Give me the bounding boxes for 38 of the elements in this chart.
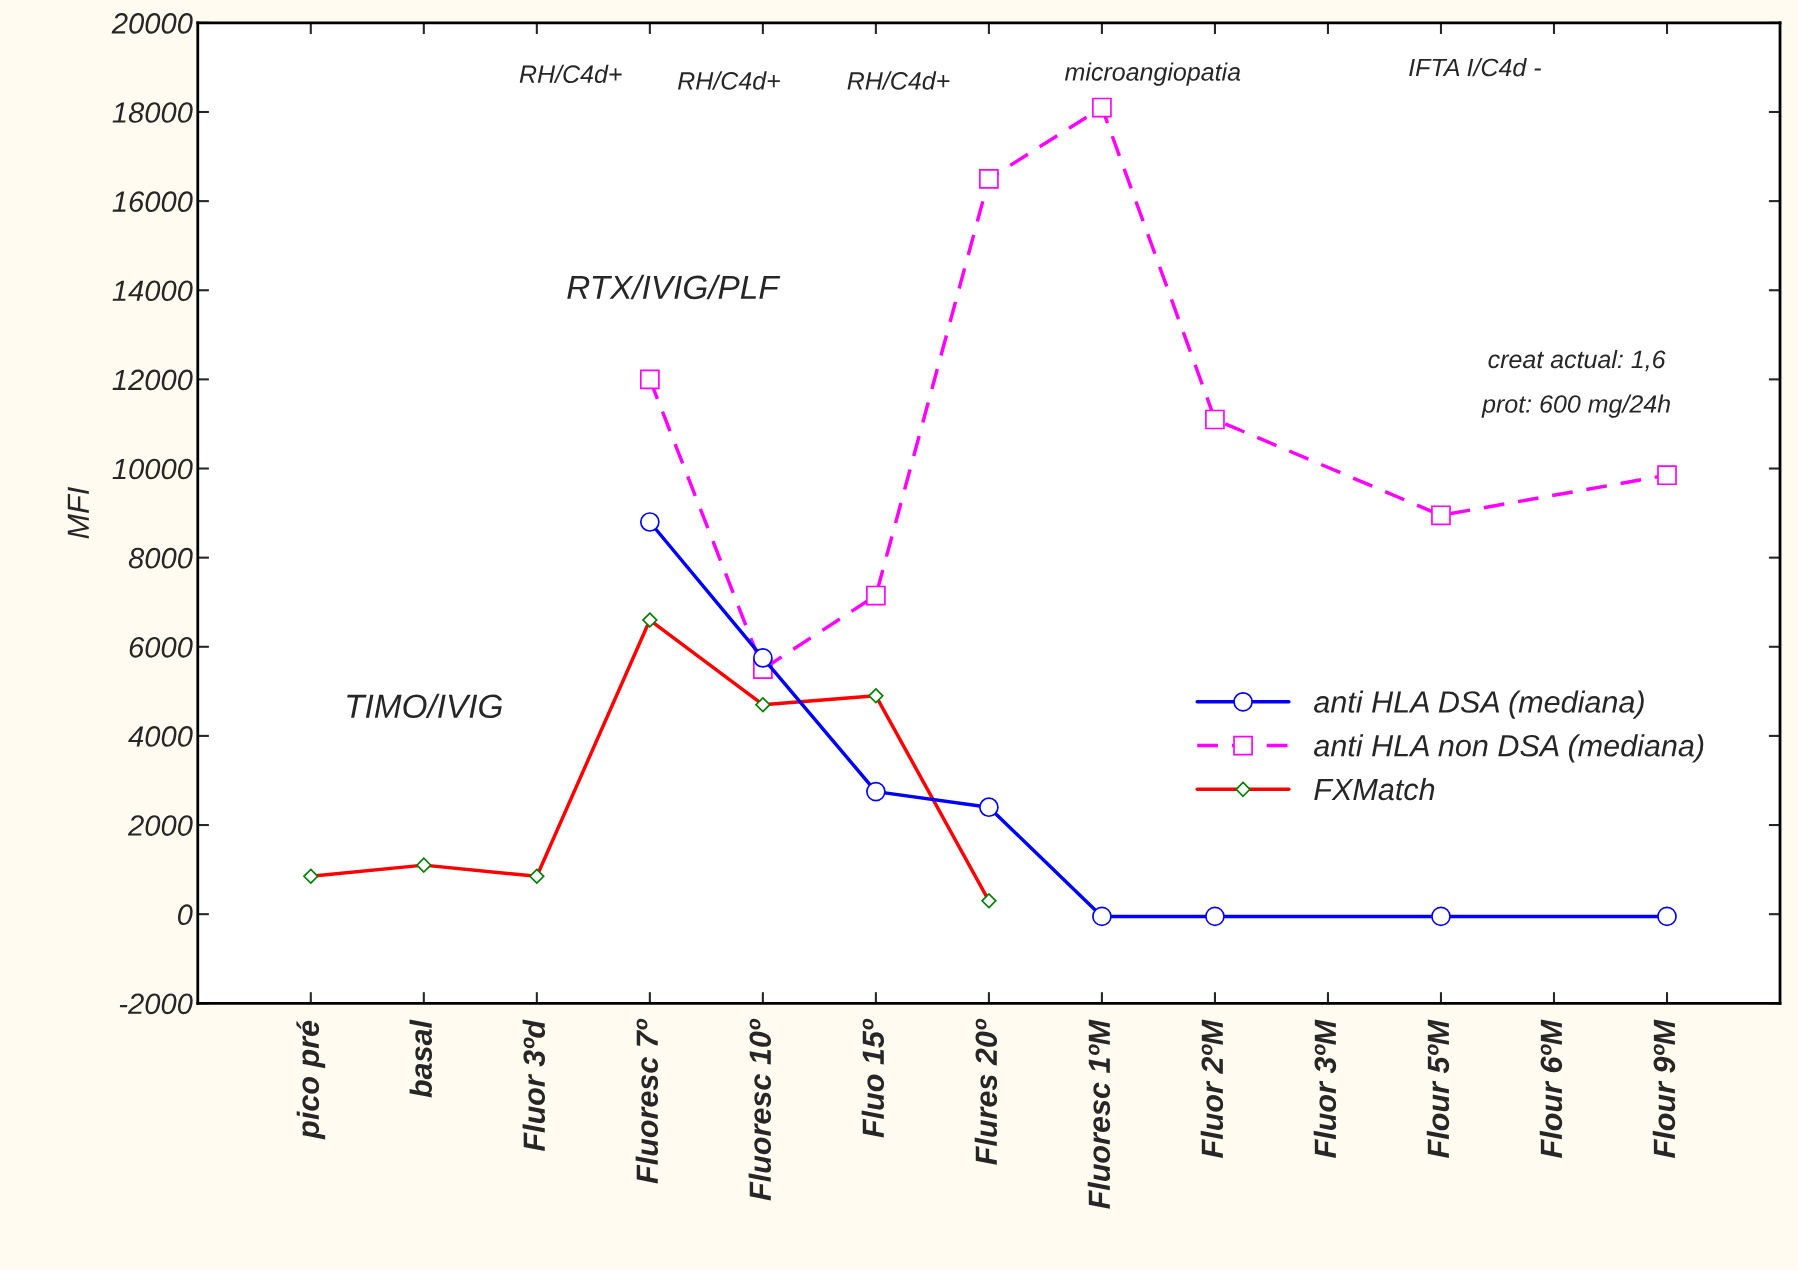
annotation: RH/C4d+: [519, 64, 622, 84]
x-tick-label: Fluor 3ºM: [1313, 1019, 1337, 1158]
annotation: TIMO/IVIG: [347, 693, 503, 719]
y-tick-label: 10000: [112, 458, 193, 480]
x-tick-label: Flures 20º: [974, 1018, 998, 1165]
y-tick-label: 12000: [112, 369, 193, 391]
x-tick-label: Fluo 15º: [861, 1018, 885, 1138]
x-tick-label: Fluoresc 10º: [748, 1018, 772, 1201]
y-tick-label: 18000: [112, 102, 193, 123]
annotation: RH/C4d+: [677, 71, 780, 90]
y-tick-label: 20000: [111, 13, 193, 34]
x-tick-label: Fluor 2ºM: [1200, 1019, 1224, 1158]
annotation: creat actual: 1,6: [1488, 349, 1666, 372]
x-tick-label: pico pré: [296, 1020, 326, 1140]
y-tick-label: 14000: [112, 280, 193, 302]
x-tick-label: Fluoresc 7º: [635, 1018, 659, 1184]
x-tick-label: Fluor 3ºd: [522, 1019, 546, 1152]
y-tick-label: 8000: [128, 547, 193, 569]
x-tick-label: Fluoresc 1ºM: [1087, 1019, 1111, 1209]
annotation: IFTA I/C4d -: [1409, 58, 1541, 77]
x-tick-label: basal: [409, 1019, 433, 1098]
annotation: RH/C4d+: [847, 71, 950, 90]
y-tick-label: 16000: [112, 191, 193, 212]
legend-label: anti HLA non DSA (mediana): [1314, 734, 1704, 763]
annotation: microangiopatia: [1064, 62, 1241, 86]
legend-label: FXMatch: [1314, 777, 1435, 801]
legend-label: anti HLA DSA (mediana): [1314, 690, 1644, 719]
x-tick-label: Flour 5ºM: [1426, 1019, 1450, 1158]
annotation: RTX/IVIG/PLF: [567, 274, 781, 300]
x-tick-label: Flour 9ºM: [1652, 1019, 1676, 1158]
y-tick-label: 2000: [127, 815, 193, 836]
y-tick-label: -2000: [119, 993, 193, 1015]
y-tick-label: 4000: [128, 726, 193, 747]
y-tick-label: 6000: [129, 636, 193, 658]
y-axis-title: MFI: [67, 487, 89, 539]
y-tick-label: 0: [177, 904, 193, 926]
x-tick-label: Flour 6ºM: [1539, 1019, 1563, 1158]
annotation: prot: 600 mg/24h: [1481, 394, 1670, 418]
